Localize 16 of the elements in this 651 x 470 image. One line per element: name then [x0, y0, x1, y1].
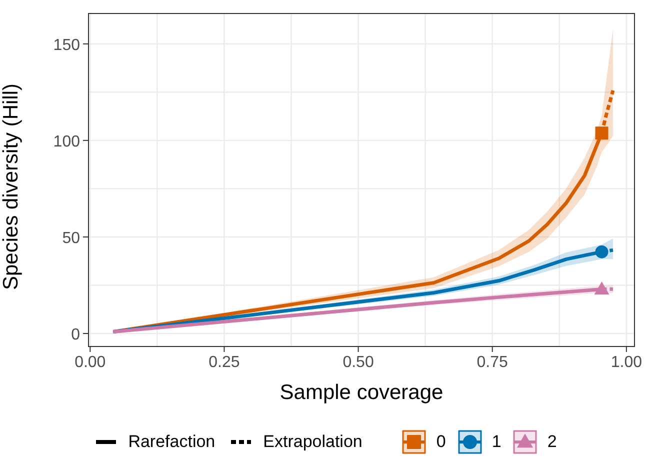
x-tick-label: 0.75 [476, 354, 508, 371]
text: Extrapolation [263, 432, 362, 452]
y-tick-label: 50 [62, 230, 80, 247]
x-axis-title: Sample coverage [280, 381, 444, 404]
x-tick-label: 1.00 [610, 354, 642, 371]
x-tick-label: 0.50 [342, 354, 374, 371]
text: Rarefaction [128, 432, 216, 452]
y-axis-title: Species diversity (Hill) [0, 83, 22, 290]
y-tick-label: 100 [53, 133, 80, 150]
x-tick-label: 0.00 [74, 354, 106, 371]
y-tick-label: 150 [53, 36, 80, 54]
legend-label: 1 [492, 432, 502, 452]
x-tick-label: 0.25 [208, 354, 240, 371]
legend-label: 0 [436, 432, 446, 452]
y-tick-label: 0 [71, 326, 80, 344]
legend-label: 2 [547, 432, 557, 452]
